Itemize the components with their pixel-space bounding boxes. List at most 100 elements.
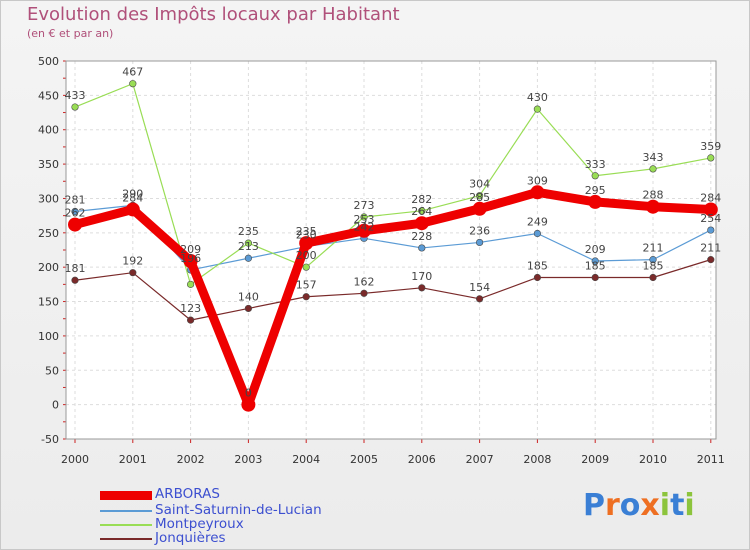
data-point xyxy=(125,202,140,217)
data-point xyxy=(476,192,484,200)
data-point xyxy=(591,172,599,180)
plot-area xyxy=(66,61,716,439)
data-point xyxy=(71,276,79,284)
y-tick-label: 200 xyxy=(38,261,59,274)
legend-label: Montpeyroux xyxy=(155,516,244,532)
data-point xyxy=(476,238,484,247)
data-label: 162 xyxy=(354,275,375,288)
series-line xyxy=(74,259,711,321)
x-tick-label: 2000 xyxy=(61,453,89,466)
data-label: 200 xyxy=(296,249,317,262)
y-tick-label: -50 xyxy=(41,433,59,446)
data-label: 185 xyxy=(643,259,664,272)
legend-label: ARBORAS xyxy=(155,486,220,502)
data-label: 433 xyxy=(65,89,86,102)
data-point xyxy=(244,254,252,262)
data-label: 181 xyxy=(65,262,86,275)
data-point xyxy=(357,223,371,238)
data-label: 288 xyxy=(643,189,664,202)
data-label: 290 xyxy=(122,187,143,200)
legend-swatch xyxy=(100,524,152,526)
data-label: 170 xyxy=(411,270,432,283)
data-point xyxy=(472,201,487,216)
legend-swatch xyxy=(100,510,152,512)
data-label: 359 xyxy=(700,140,721,153)
data-point xyxy=(707,226,715,234)
data-label: 185 xyxy=(585,259,606,272)
data-point xyxy=(244,304,252,313)
data-point xyxy=(533,105,542,113)
data-label: 304 xyxy=(469,178,490,191)
y-tick-label: 450 xyxy=(38,89,59,102)
plot-border xyxy=(65,60,717,440)
data-point xyxy=(183,253,198,268)
data-label: 249 xyxy=(527,216,548,229)
data-label: 285 xyxy=(469,191,490,204)
x-tick-label: 2002 xyxy=(177,453,205,466)
legend-label: Saint-Saturnin-de-Lucian xyxy=(155,502,322,518)
x-tick-label: 2005 xyxy=(350,453,378,466)
data-label: 262 xyxy=(65,207,86,220)
data-label: 123 xyxy=(180,302,201,315)
data-point xyxy=(302,293,310,301)
data-label: 192 xyxy=(122,255,143,268)
data-label: 140 xyxy=(238,290,259,303)
data-point xyxy=(187,280,195,288)
data-point xyxy=(533,229,542,238)
data-point xyxy=(360,213,368,221)
data-point xyxy=(129,80,137,88)
data-label: 228 xyxy=(411,230,432,243)
data-label: 0 xyxy=(245,387,252,400)
data-point xyxy=(530,185,545,200)
data-point xyxy=(646,199,660,214)
data-point xyxy=(591,273,599,282)
y-tick-label: 350 xyxy=(38,158,59,171)
data-point xyxy=(649,256,657,264)
data-point xyxy=(187,316,195,324)
data-point xyxy=(533,273,542,282)
data-label: 235 xyxy=(238,225,259,238)
proxiti-logo: Proxiti xyxy=(583,488,695,523)
series-jonqui-res xyxy=(71,256,715,324)
chart-title: Evolution des Impôts locaux par Habitant xyxy=(27,4,400,25)
data-label: 196 xyxy=(180,252,201,265)
data-label: 430 xyxy=(527,91,548,104)
data-label: 209 xyxy=(585,243,606,256)
data-point xyxy=(414,216,429,231)
x-tick-label: 2003 xyxy=(234,453,262,466)
x-tick-label: 2006 xyxy=(408,453,436,466)
legend-swatch xyxy=(100,538,152,540)
data-point xyxy=(71,207,79,216)
data-point xyxy=(649,273,657,282)
data-label: 282 xyxy=(411,193,432,206)
data-point xyxy=(591,257,599,265)
y-tick-label: 50 xyxy=(45,364,59,377)
data-label: 284 xyxy=(122,191,143,204)
series-line xyxy=(74,204,712,271)
x-tick-label: 2008 xyxy=(523,453,551,466)
data-label: 254 xyxy=(700,212,721,225)
y-tick-label: 150 xyxy=(38,296,59,309)
data-label: 333 xyxy=(585,158,606,171)
series-arboras xyxy=(68,185,718,412)
data-label: 211 xyxy=(643,242,664,255)
data-label: 211 xyxy=(700,242,721,255)
data-label: 185 xyxy=(527,259,548,272)
data-point xyxy=(302,263,310,271)
data-label: 157 xyxy=(296,279,317,292)
data-label: 343 xyxy=(643,151,664,164)
data-point xyxy=(707,154,715,162)
x-tick-label: 2004 xyxy=(292,453,320,466)
data-label: 209 xyxy=(180,243,201,256)
data-label: 230 xyxy=(296,229,317,242)
y-tick-label: 100 xyxy=(38,330,59,343)
y-tick-label: 500 xyxy=(38,55,59,68)
y-tick-label: 0 xyxy=(52,399,59,412)
x-tick-label: 2011 xyxy=(697,453,725,466)
data-label: 154 xyxy=(469,281,490,294)
data-label: 213 xyxy=(238,240,259,253)
data-point xyxy=(476,295,484,303)
data-label: 253 xyxy=(354,213,375,226)
data-label: 309 xyxy=(527,174,548,187)
data-label: 295 xyxy=(585,184,606,197)
